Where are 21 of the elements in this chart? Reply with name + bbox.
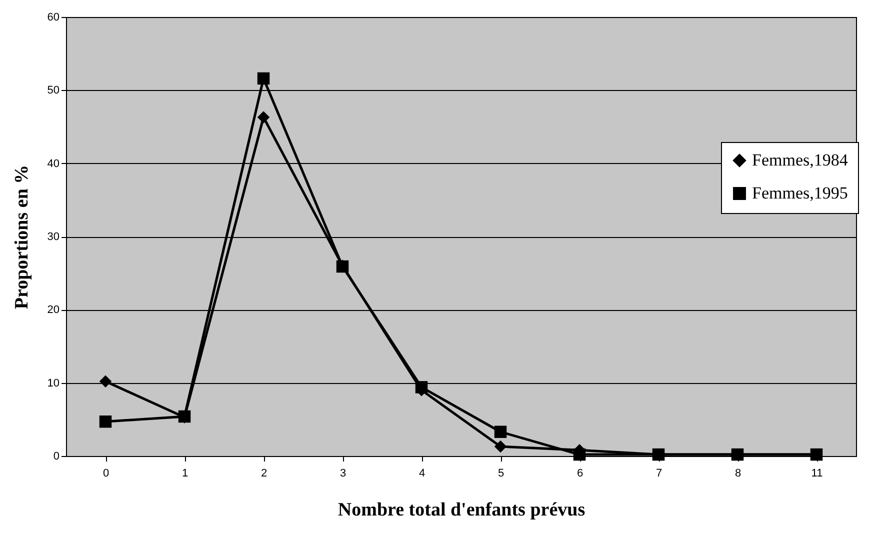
x-tick-label: 7 [656,468,662,480]
x-tick-label: 6 [576,468,584,480]
x-tick-label: 11 [811,468,823,480]
x-tick-label: 5 [498,468,504,480]
legend-label: Femmes,1984 [752,150,848,170]
x-tick-label: 2 [260,468,268,480]
x-tick-label: 4 [418,468,426,480]
legend-label: Femmes,1995 [752,184,848,202]
y-tick-label: 30 [47,231,60,243]
y-tick-label: 50 [47,84,60,97]
x-tick-label: 3 [340,468,346,480]
y-tick-label: 60 [47,12,60,24]
x-tick-label: 1 [182,468,188,480]
x-axis-title: Nombre total d'enfants prévus [338,500,586,520]
x-tick-label: 8 [734,468,742,480]
y-tick-label: 10 [47,377,60,390]
y-tick-label: 20 [47,304,60,316]
y-tick-label: 0 [53,450,60,462]
y-axis-title: Proportions en % [11,164,32,310]
x-tick-label: 0 [102,468,110,480]
y-tick-label: 40 [47,158,60,170]
